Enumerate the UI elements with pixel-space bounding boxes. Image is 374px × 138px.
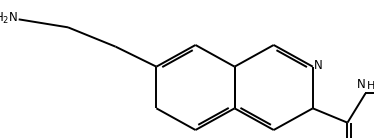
Text: H: H <box>367 81 374 91</box>
Text: N: N <box>314 59 322 72</box>
Text: N: N <box>357 78 365 91</box>
Text: H$_2$N: H$_2$N <box>0 11 18 26</box>
